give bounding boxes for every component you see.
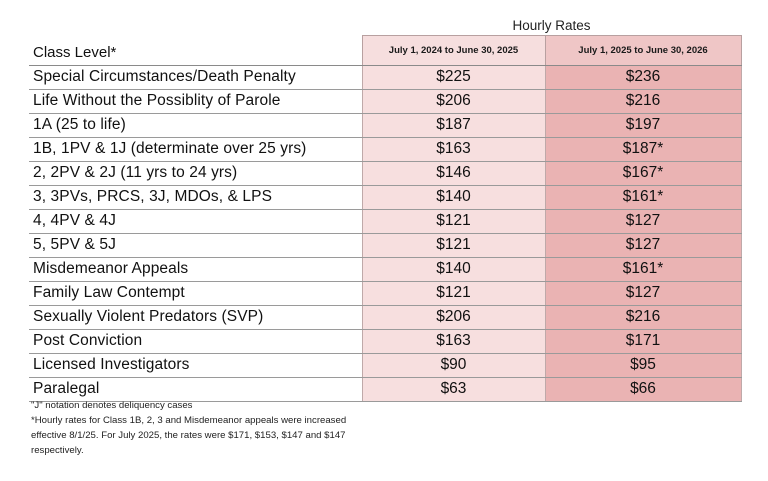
table-row: Misdemeanor Appeals $140 $161* [29,257,742,282]
class-level-cell: Sexually Violent Predators (SVP) [29,305,362,330]
hourly-rates-table: Class Level* July 1, 2024 to June 30, 20… [29,35,742,402]
table-row: Licensed Investigators $90 $95 [29,353,742,378]
rate-2025-cell: $95 [544,353,742,378]
table-row: Sexually Violent Predators (SVP) $206 $2… [29,305,742,330]
rate-2024-cell: $225 [361,64,545,90]
table-row: 1B, 1PV & 1J (determinate over 25 yrs) $… [29,137,742,162]
rate-2024-cell: $163 [361,137,545,162]
table-row: Post Conviction $163 $171 [29,329,742,354]
table-row: 2, 2PV & 2J (11 yrs to 24 yrs) $146 $167… [29,161,742,186]
table-header-row: Class Level* July 1, 2024 to June 30, 20… [29,35,742,66]
class-level-cell: 3, 3PVs, PRCS, 3J, MDOs, & LPS [29,185,362,210]
rate-2025-cell: $167* [544,161,742,186]
class-level-cell: Paralegal [29,377,362,402]
rate-2025-cell: $171 [544,329,742,354]
class-level-cell: 5, 5PV & 5J [29,233,362,258]
rate-2024-cell: $140 [361,185,545,210]
rate-2025-cell: $216 [544,89,742,114]
class-level-cell: Special Circumstances/Death Penalty [29,64,362,90]
rate-2025-cell: $197 [544,113,742,138]
table-row: 5, 5PV & 5J $121 $127 [29,233,742,258]
class-level-cell: 1A (25 to life) [29,113,362,138]
rate-2025-cell: $161* [544,185,742,210]
rate-2025-cell: $127 [544,209,742,234]
rate-2024-cell: $121 [361,281,545,306]
rate-2024-cell: $146 [361,161,545,186]
rate-2025-cell: $127 [544,233,742,258]
rate-2025-cell: $127 [544,281,742,306]
rate-2024-cell: $187 [361,113,545,138]
table-row: Family Law Contempt $121 $127 [29,281,742,306]
period-2024-header: July 1, 2024 to June 30, 2025 [361,35,545,66]
table-row: 4, 4PV & 4J $121 $127 [29,209,742,234]
table-row: 1A (25 to life) $187 $197 [29,113,742,138]
class-level-cell: 4, 4PV & 4J [29,209,362,234]
table-row: Paralegal $63 $66 [29,377,742,402]
rate-2024-cell: $163 [361,329,545,354]
rate-2024-cell: $63 [361,377,545,402]
rate-2024-cell: $121 [361,233,545,258]
class-level-cell: Family Law Contempt [29,281,362,306]
class-level-cell: 1B, 1PV & 1J (determinate over 25 yrs) [29,137,362,162]
rate-2025-cell: $161* [544,257,742,282]
rate-2024-cell: $206 [361,305,545,330]
period-2025-header: July 1, 2025 to June 30, 2026 [544,35,742,66]
class-level-cell: Life Without the Possiblity of Parole [29,89,362,114]
rate-2024-cell: $206 [361,89,545,114]
footnote-rate-increase: *Hourly rates for Class 1B, 2, 3 and Mis… [31,415,347,456]
rate-2024-cell: $90 [361,353,545,378]
class-level-cell: Licensed Investigators [29,353,362,378]
hourly-rates-header: Hourly Rates [512,18,591,33]
table-row: 3, 3PVs, PRCS, 3J, MDOs, & LPS $140 $161… [29,185,742,210]
rate-2025-cell: $216 [544,305,742,330]
footnote-j-notation: "J" notation denotes deliquency cases [31,400,193,411]
class-level-cell: Misdemeanor Appeals [29,257,362,282]
class-level-cell: 2, 2PV & 2J (11 yrs to 24 yrs) [29,161,362,186]
class-level-cell: Post Conviction [29,329,362,354]
rate-2025-cell: $236 [544,64,742,90]
rate-2025-cell: $66 [544,377,742,402]
rate-2024-cell: $140 [361,257,545,282]
footnotes: "J" notation denotes deliquency cases *H… [31,398,361,458]
table-row: Special Circumstances/Death Penalty $225… [29,64,742,90]
rate-2024-cell: $121 [361,209,545,234]
class-level-header: Class Level* [29,35,362,66]
rate-2025-cell: $187* [544,137,742,162]
table-row: Life Without the Possiblity of Parole $2… [29,89,742,114]
